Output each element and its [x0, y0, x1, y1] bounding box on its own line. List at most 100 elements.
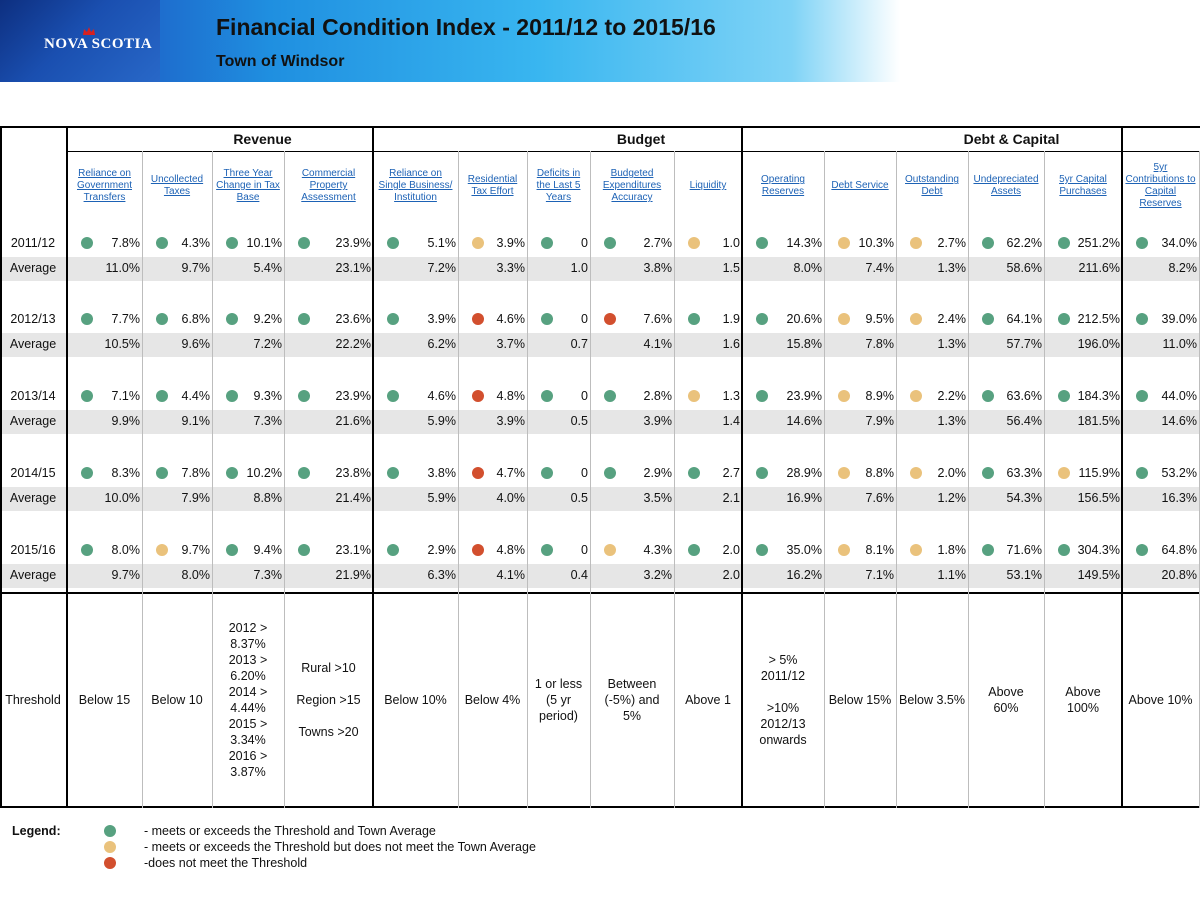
threshold-value: Below 10%	[384, 693, 447, 707]
column-group-border	[741, 126, 743, 808]
column-header-link[interactable]: Undepreciated Assets	[973, 174, 1039, 197]
column-header-link[interactable]: Outstanding Debt	[905, 174, 959, 197]
indicator-value: 1.0	[722, 236, 740, 250]
legend-dot-yellow	[104, 841, 116, 853]
status-dot-green	[756, 467, 768, 479]
average-value: 156.5%	[1077, 491, 1120, 505]
average-value: 6.2%	[427, 337, 457, 351]
status-dot-green	[541, 390, 553, 402]
column-divider	[896, 151, 897, 808]
column-header-link[interactable]: 5yr Capital Purchases	[1059, 174, 1107, 197]
year-label: 2015/16	[10, 543, 56, 557]
indicator-value: 44.0%	[1161, 389, 1197, 403]
threshold-value: Above 100%	[1065, 685, 1101, 715]
average-value: 0.5	[570, 491, 588, 505]
column-header-link[interactable]: Debt Service	[831, 180, 889, 191]
threshold-value: Below 3.5%	[898, 693, 965, 707]
indicator-value: 34.0%	[1161, 236, 1197, 250]
average-value: 1.3%	[937, 261, 967, 275]
threshold-divider	[0, 592, 1200, 594]
indicator-value: 7.6%	[643, 312, 673, 326]
column-header-link[interactable]: 5yr Contributions to Capital Reserves	[1125, 162, 1196, 209]
average-value: 57.7%	[1006, 337, 1042, 351]
indicator-value: 0	[581, 389, 588, 403]
indicator-value: 23.8%	[335, 466, 371, 480]
status-dot-green	[387, 390, 399, 402]
column-divider	[674, 151, 675, 808]
average-value: 7.3%	[253, 568, 283, 582]
page-title: Financial Condition Index - 2011/12 to 2…	[216, 14, 716, 40]
average-value: 7.3%	[253, 414, 283, 428]
column-header-link[interactable]: Uncollected Taxes	[150, 174, 204, 197]
status-dot-green	[982, 313, 994, 325]
average-value: 9.9%	[111, 414, 141, 428]
status-dot-green	[156, 390, 168, 402]
crown-icon	[83, 27, 95, 35]
threshold-value: Below 15	[78, 693, 131, 707]
indicator-value: 10.2%	[246, 466, 282, 480]
column-header-link[interactable]: Operating Reserves	[761, 174, 805, 197]
column-header-link[interactable]: Deficits in the Last 5 Years	[536, 168, 581, 203]
indicator-value: 8.9%	[865, 389, 895, 403]
average-value: 0.4	[570, 568, 588, 582]
status-dot-green	[387, 313, 399, 325]
status-dot-green	[982, 544, 994, 556]
column-group-border	[66, 126, 68, 808]
table-left-border	[0, 126, 2, 808]
average-value: 7.2%	[427, 261, 457, 275]
threshold-value: Above 10%	[1128, 693, 1193, 707]
status-dot-green	[226, 313, 238, 325]
status-dot-green	[156, 467, 168, 479]
indicator-value: 304.3%	[1077, 543, 1120, 557]
average-value: 16.3%	[1161, 491, 1197, 505]
average-value: 9.7%	[181, 261, 211, 275]
status-dot-red	[472, 467, 484, 479]
indicator-value: 2.7	[722, 466, 740, 480]
column-header-link[interactable]: Reliance on Single Business/ Institution	[378, 168, 453, 203]
average-value: 196.0%	[1077, 337, 1120, 351]
average-value: 4.1%	[496, 568, 526, 582]
column-header-link[interactable]: Three Year Change in Tax Base	[216, 168, 280, 203]
average-label: Average	[9, 414, 57, 428]
average-value: 23.1%	[335, 261, 371, 275]
status-dot-yellow	[688, 390, 700, 402]
indicator-value: 2.7%	[643, 236, 673, 250]
average-value: 3.9%	[643, 414, 673, 428]
average-value: 1.3%	[937, 337, 967, 351]
indicator-value: 7.8%	[181, 466, 211, 480]
status-dot-green	[298, 544, 310, 556]
status-dot-green	[541, 544, 553, 556]
status-dot-green	[688, 313, 700, 325]
indicator-value: 35.0%	[786, 543, 822, 557]
indicator-value: 4.7%	[496, 466, 526, 480]
indicator-value: 0	[581, 312, 588, 326]
status-dot-yellow	[156, 544, 168, 556]
average-value: 1.2%	[937, 491, 967, 505]
status-dot-yellow	[1058, 467, 1070, 479]
average-label: Average	[9, 337, 57, 351]
indicator-value: 62.2%	[1006, 236, 1042, 250]
status-dot-green	[756, 237, 768, 249]
legend-item: -does not meet the Threshold	[104, 856, 307, 872]
indicator-value: 23.9%	[335, 236, 371, 250]
column-divider	[968, 151, 969, 808]
indicator-value: 20.6%	[786, 312, 822, 326]
indicator-value: 14.3%	[786, 236, 822, 250]
average-value: 1.6	[722, 337, 740, 351]
column-header-link[interactable]: Liquidity	[689, 180, 727, 191]
status-dot-green	[1136, 237, 1148, 249]
column-divider	[458, 151, 459, 808]
status-dot-green	[756, 390, 768, 402]
column-header-link[interactable]: Reliance on Government Transfers	[76, 168, 133, 203]
status-dot-green	[387, 467, 399, 479]
average-value: 4.0%	[496, 491, 526, 505]
legend-item: - meets or exceeds the Threshold and Tow…	[104, 824, 436, 840]
indicator-value: 23.9%	[335, 389, 371, 403]
average-value: 9.6%	[181, 337, 211, 351]
status-dot-green	[298, 237, 310, 249]
column-header-link[interactable]: Commercial Property Assessment	[301, 168, 356, 203]
column-header-link[interactable]: Budgeted Expenditures Accuracy	[602, 168, 662, 203]
indicator-value: 9.5%	[865, 312, 895, 326]
column-header-link[interactable]: Residential Tax Effort	[467, 174, 518, 197]
indicator-value: 184.3%	[1077, 389, 1120, 403]
